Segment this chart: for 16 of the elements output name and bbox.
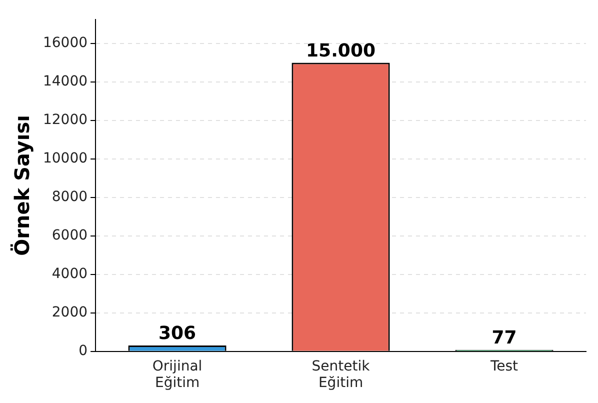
- x-tick-label: Sentetik Eğitim: [312, 358, 371, 392]
- x-tick-label: Orijinal Eğitim: [152, 358, 202, 392]
- y-tick-label: 2000: [52, 304, 88, 321]
- data-label: 306: [158, 323, 196, 344]
- y-axis-title: Örnek Sayısı: [10, 114, 34, 256]
- y-tick-label: 12000: [42, 112, 88, 128]
- x-tick-label: Test: [489, 358, 519, 374]
- y-tick-label: 4000: [52, 266, 88, 282]
- data-label: 77: [492, 328, 517, 349]
- y-tick-label: 10000: [42, 150, 88, 167]
- data-label: 15.000: [306, 40, 376, 62]
- y-tick-label: 0: [78, 343, 88, 360]
- y-tick-label: 16000: [42, 35, 88, 52]
- y-tick-label: 6000: [52, 228, 88, 244]
- y-tick-label: 8000: [52, 189, 88, 206]
- y-tick-label: 14000: [42, 74, 88, 90]
